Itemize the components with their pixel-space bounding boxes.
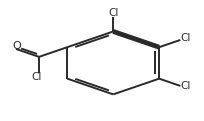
Text: Cl: Cl bbox=[180, 81, 191, 91]
Text: Cl: Cl bbox=[32, 72, 42, 82]
Text: Cl: Cl bbox=[108, 8, 118, 18]
Text: O: O bbox=[13, 41, 21, 51]
Text: Cl: Cl bbox=[180, 33, 191, 42]
